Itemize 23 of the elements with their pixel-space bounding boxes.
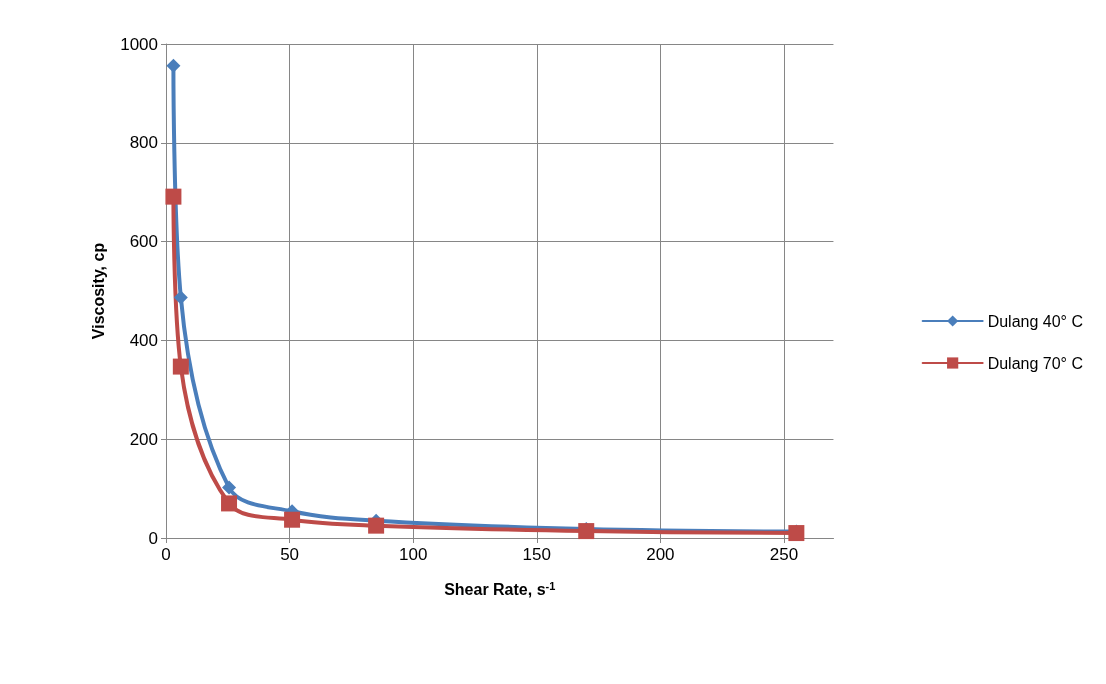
- point: [368, 517, 385, 534]
- y-tick-label: 1000: [120, 34, 158, 54]
- y-tick-label: 400: [129, 330, 158, 350]
- point: [173, 290, 188, 305]
- x-tick-label: 250: [769, 545, 799, 564]
- y-axis-title: Viscosity, cp: [89, 242, 107, 340]
- x-tick-label: 50: [280, 545, 300, 564]
- y-tick-label: 200: [129, 429, 158, 449]
- x-tick-label: 150: [522, 545, 551, 564]
- point: [172, 358, 189, 375]
- x-tick-label: 200: [646, 545, 675, 564]
- legend-label: Dulang 40° C: [987, 312, 1083, 330]
- point: [166, 58, 181, 73]
- y-tick-label: 0: [148, 528, 158, 548]
- point: [284, 511, 301, 528]
- y-tick-label: 800: [129, 133, 158, 153]
- point: [222, 480, 237, 495]
- point: [221, 495, 238, 512]
- x-tick-label: 0: [161, 545, 171, 564]
- point: [165, 188, 182, 205]
- legend-label: Dulang 70° C: [987, 354, 1083, 372]
- x-tick-label: 100: [399, 545, 428, 564]
- y-tick-label: 600: [129, 232, 158, 252]
